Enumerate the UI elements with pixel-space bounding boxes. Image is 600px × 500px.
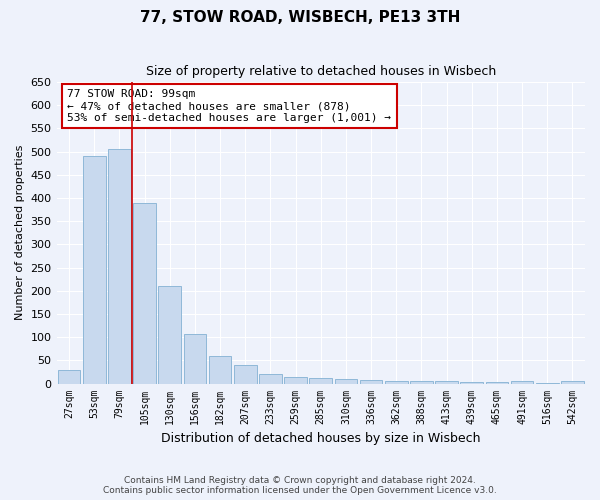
Bar	[485, 382, 508, 384]
Title: Size of property relative to detached houses in Wisbech: Size of property relative to detached ho…	[146, 65, 496, 78]
Bar	[133, 202, 156, 384]
Bar	[158, 286, 181, 384]
X-axis label: Distribution of detached houses by size in Wisbech: Distribution of detached houses by size …	[161, 432, 481, 445]
Bar	[209, 356, 232, 384]
Bar	[511, 381, 533, 384]
Bar	[284, 376, 307, 384]
Bar	[335, 379, 357, 384]
Bar	[184, 334, 206, 384]
Text: 77 STOW ROAD: 99sqm
← 47% of detached houses are smaller (878)
53% of semi-detac: 77 STOW ROAD: 99sqm ← 47% of detached ho…	[67, 90, 391, 122]
Bar	[435, 381, 458, 384]
Bar	[234, 365, 257, 384]
Bar	[108, 149, 131, 384]
Bar	[460, 382, 483, 384]
Bar	[83, 156, 106, 384]
Y-axis label: Number of detached properties: Number of detached properties	[15, 145, 25, 320]
Text: 77, STOW ROAD, WISBECH, PE13 3TH: 77, STOW ROAD, WISBECH, PE13 3TH	[140, 10, 460, 25]
Text: Contains HM Land Registry data © Crown copyright and database right 2024.
Contai: Contains HM Land Registry data © Crown c…	[103, 476, 497, 495]
Bar	[360, 380, 382, 384]
Bar	[385, 381, 407, 384]
Bar	[259, 374, 282, 384]
Bar	[58, 370, 80, 384]
Bar	[310, 378, 332, 384]
Bar	[410, 381, 433, 384]
Bar	[536, 382, 559, 384]
Bar	[561, 381, 584, 384]
